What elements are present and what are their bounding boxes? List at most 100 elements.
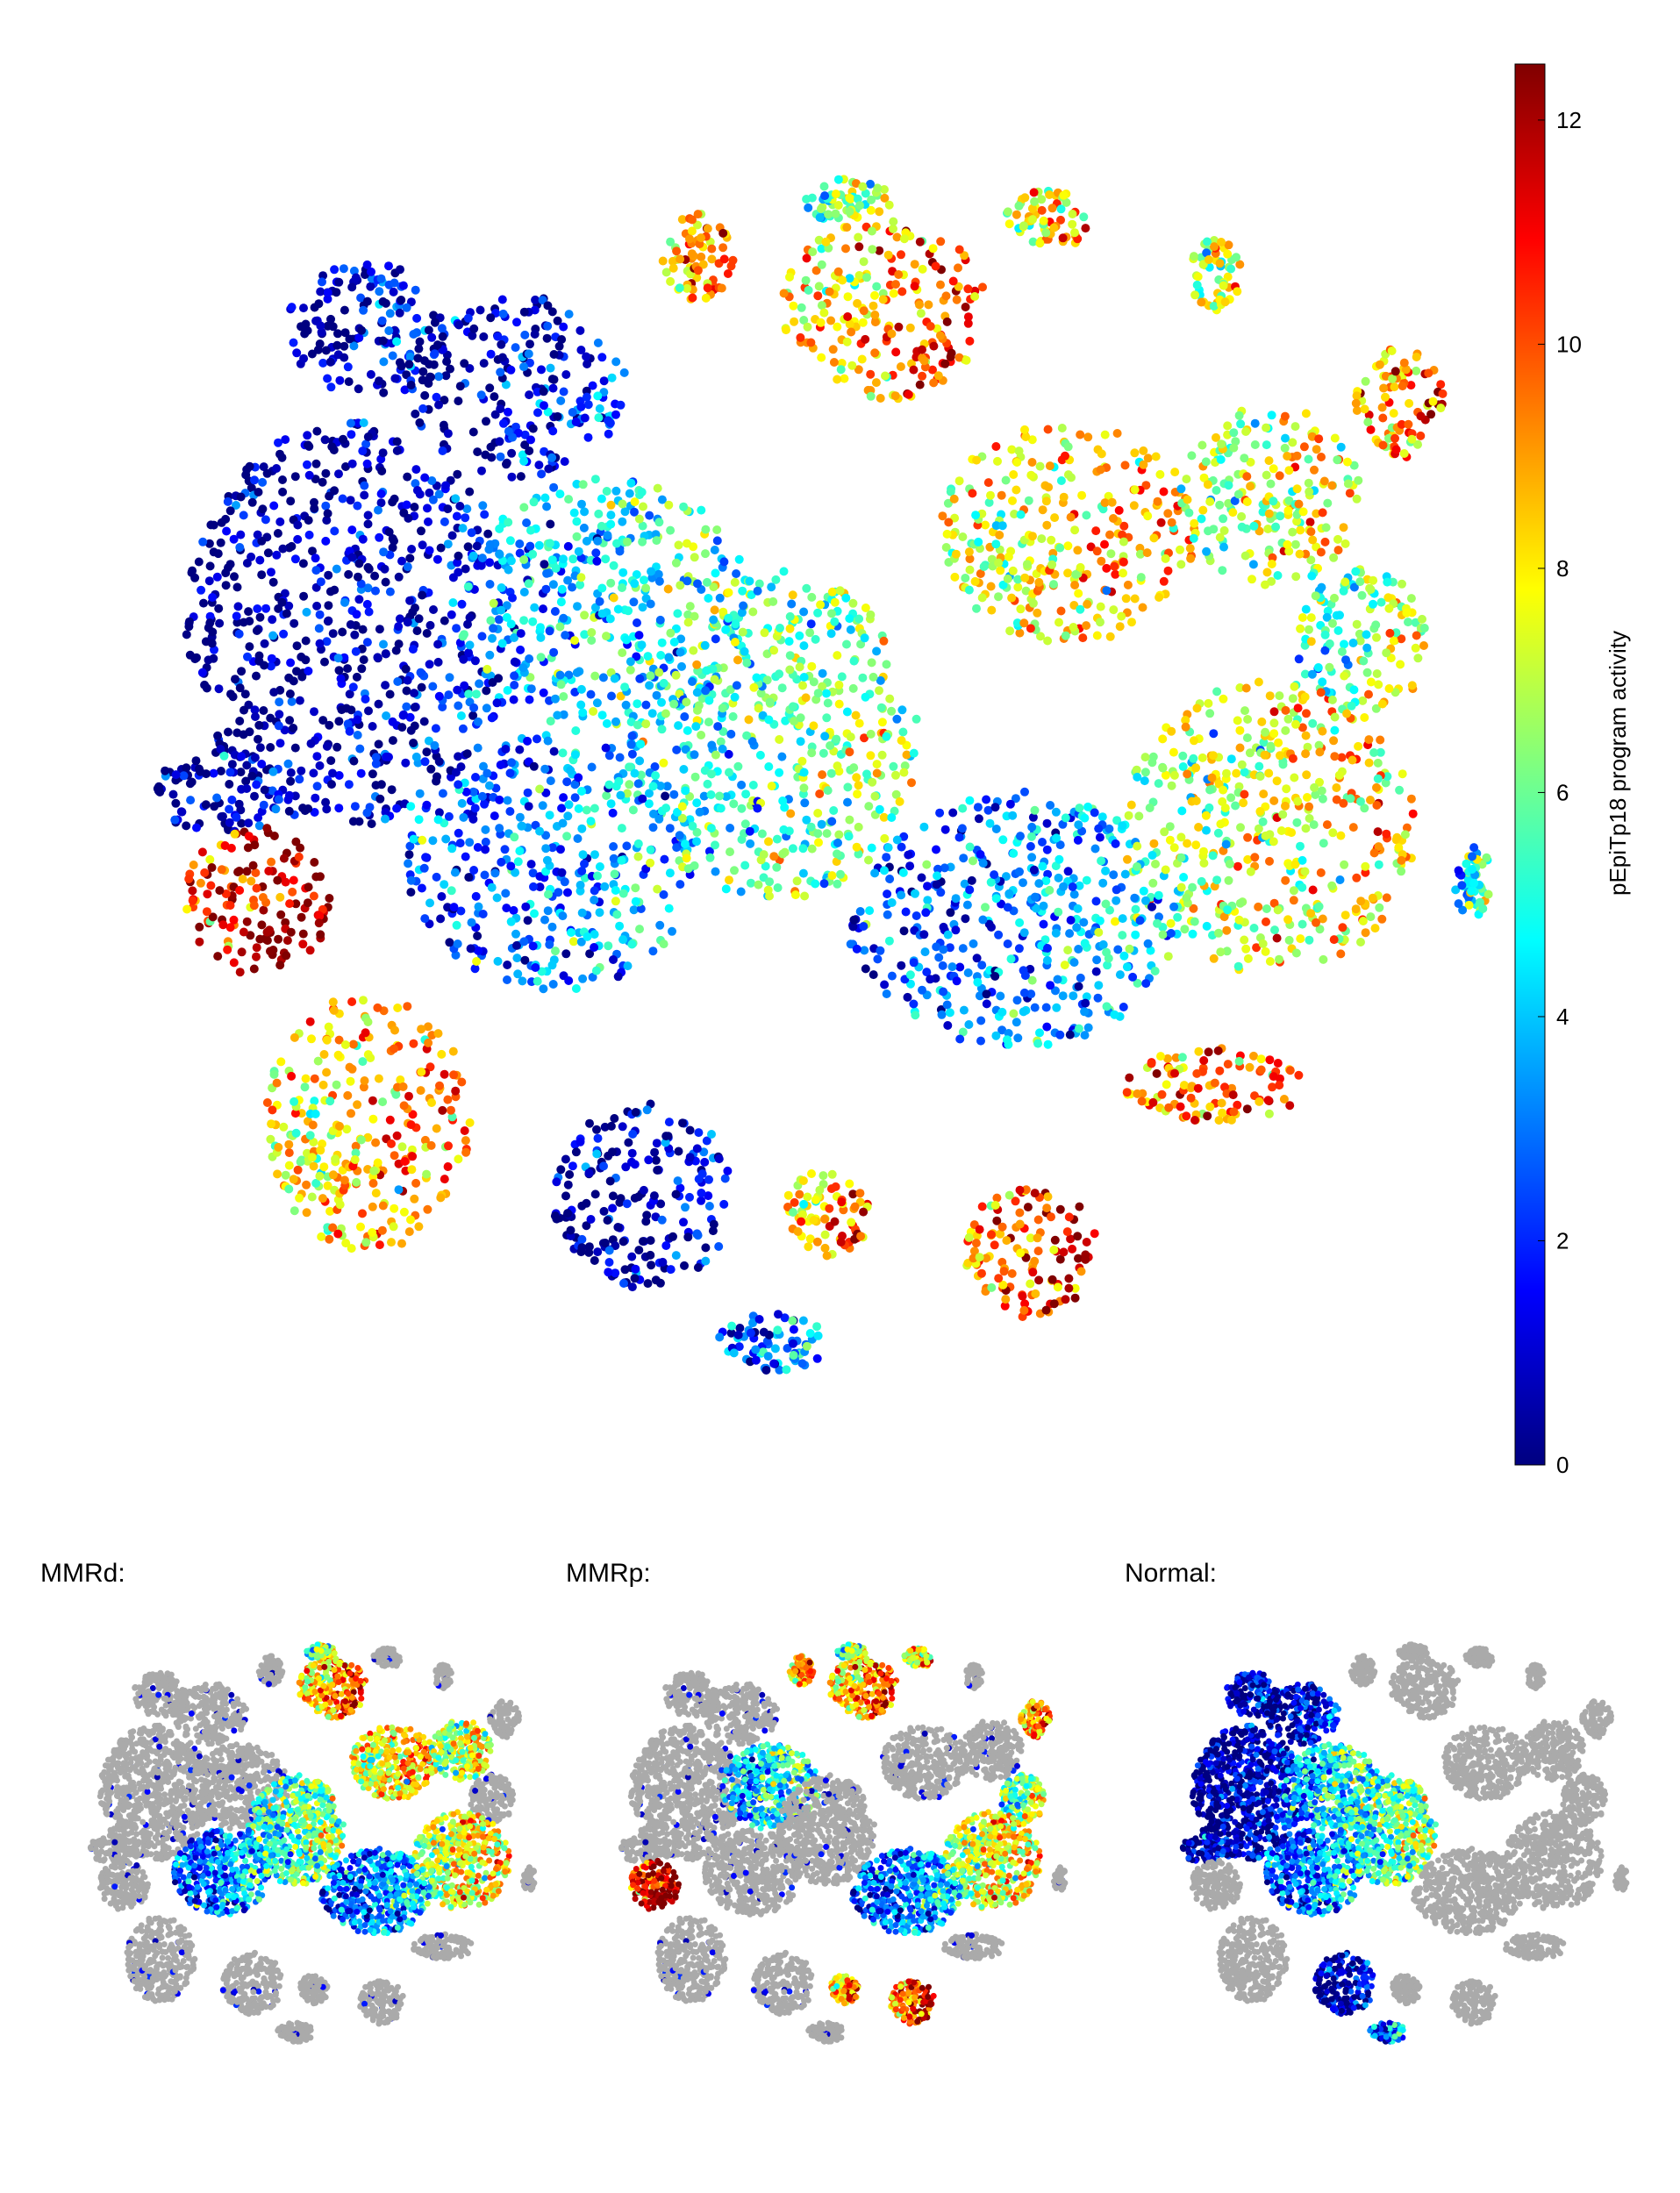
cell-point (889, 218, 897, 226)
cell-point (218, 865, 226, 874)
cell-point (525, 542, 534, 551)
cell-point (1197, 515, 1206, 524)
cell-point (409, 645, 418, 654)
cell-point (1204, 480, 1212, 489)
cell-point (1052, 1004, 1061, 1012)
cell-point (1353, 391, 1362, 400)
cell-point (872, 646, 881, 655)
cell-point (353, 673, 361, 682)
cell-point (1234, 962, 1243, 971)
cell-point (880, 981, 889, 989)
cell-point (576, 1138, 585, 1147)
cell-point (443, 1096, 452, 1104)
cell-point (704, 780, 712, 789)
cell-point (284, 1185, 293, 1194)
cell-point (592, 557, 601, 566)
cell-point (872, 378, 881, 387)
cell-point (559, 323, 568, 332)
cell-point (731, 693, 740, 702)
cell-point (1352, 904, 1361, 913)
cell-point (1069, 623, 1078, 632)
cell-point (483, 665, 491, 674)
cell-point (887, 707, 896, 716)
cell-point (647, 568, 655, 576)
cell-point (864, 802, 873, 811)
cell-point (326, 382, 335, 391)
cell-point (888, 972, 897, 981)
cell-point (1353, 620, 1362, 629)
cell-point (1267, 742, 1276, 751)
cell-point (1383, 578, 1391, 587)
cell-point (672, 671, 681, 680)
cell-point (250, 475, 259, 484)
cell-point (269, 578, 278, 587)
cell-point (548, 923, 557, 932)
cell-point (504, 518, 512, 526)
cell-point (813, 609, 822, 618)
cell-point (235, 867, 244, 875)
cell-point (1099, 940, 1108, 949)
cell-point (253, 884, 261, 893)
cell-point (798, 682, 807, 690)
cell-point (238, 947, 247, 956)
cell-point (1097, 449, 1106, 458)
cell-point (1189, 754, 1197, 763)
cell-point (587, 1215, 596, 1224)
cell-point (334, 469, 343, 478)
cell-point (232, 813, 240, 822)
cell-point (891, 347, 900, 356)
cell-point (960, 1006, 969, 1015)
cell-point (436, 914, 445, 923)
cell-point (634, 839, 643, 848)
cell-point (409, 739, 418, 747)
cell-point (821, 238, 830, 246)
cell-point (906, 324, 915, 332)
cell-point (304, 882, 313, 891)
cell-point (1409, 810, 1418, 818)
cell-point (170, 816, 179, 825)
cell-point (980, 562, 989, 571)
cell-point (368, 1203, 377, 1211)
cell-point (844, 292, 853, 301)
cell-point (517, 629, 525, 638)
cell-point (1125, 811, 1133, 820)
cell-point (205, 618, 214, 627)
cell-point (568, 583, 576, 592)
cell-point (392, 804, 401, 813)
cell-point (295, 1194, 304, 1203)
cell-point (420, 864, 429, 873)
cell-point (1426, 410, 1435, 418)
cell-point (706, 854, 715, 862)
cell-point (1197, 877, 1206, 886)
cell-point (1004, 575, 1012, 583)
cell-point (820, 191, 829, 200)
cell-point (1301, 868, 1310, 876)
cell-point (503, 613, 511, 622)
cell-point (1327, 882, 1336, 890)
cell-point (769, 852, 778, 861)
cell-point (616, 791, 625, 800)
cell-point (382, 711, 390, 720)
cell-point (1170, 771, 1179, 780)
cell-point (274, 1143, 282, 1152)
cell-point (449, 1070, 458, 1079)
cell-point (454, 552, 463, 561)
cell-point (1302, 409, 1311, 418)
cell-point (406, 888, 415, 896)
cell-point (897, 362, 905, 371)
cell-point (303, 461, 311, 469)
cell-point (389, 736, 397, 745)
main-tsne-scatter (154, 175, 1493, 1375)
cell-point (618, 518, 626, 526)
cell-point (334, 1051, 343, 1060)
cell-point (892, 715, 901, 724)
cell-point (1359, 657, 1368, 666)
cell-point (1137, 573, 1146, 582)
cell-point (351, 802, 360, 811)
cell-point (584, 1168, 593, 1177)
cell-point (714, 1242, 723, 1251)
cell-point (1079, 212, 1088, 221)
cell-point (1261, 581, 1269, 589)
cell-point (1176, 560, 1185, 568)
cell-point (607, 799, 616, 808)
